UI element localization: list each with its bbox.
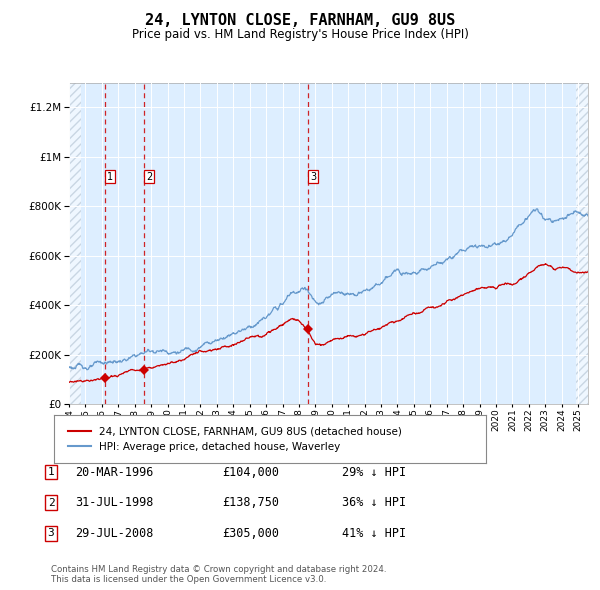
- Bar: [576, 83, 588, 404]
- Text: 2: 2: [146, 172, 152, 182]
- Text: 3: 3: [310, 172, 316, 182]
- Text: 20-MAR-1996: 20-MAR-1996: [75, 466, 154, 478]
- Text: £104,000: £104,000: [222, 466, 279, 478]
- Text: 24, LYNTON CLOSE, FARNHAM, GU9 8US: 24, LYNTON CLOSE, FARNHAM, GU9 8US: [145, 13, 455, 28]
- Text: 2: 2: [47, 498, 55, 507]
- Text: £305,000: £305,000: [222, 527, 279, 540]
- Text: £138,750: £138,750: [222, 496, 279, 509]
- Text: 29-JUL-2008: 29-JUL-2008: [75, 527, 154, 540]
- Text: Price paid vs. HM Land Registry's House Price Index (HPI): Price paid vs. HM Land Registry's House …: [131, 28, 469, 41]
- Text: 29% ↓ HPI: 29% ↓ HPI: [342, 466, 406, 478]
- Text: 1: 1: [47, 467, 55, 477]
- Text: Contains HM Land Registry data © Crown copyright and database right 2024.
This d: Contains HM Land Registry data © Crown c…: [51, 565, 386, 584]
- Legend: 24, LYNTON CLOSE, FARNHAM, GU9 8US (detached house), HPI: Average price, detache: 24, LYNTON CLOSE, FARNHAM, GU9 8US (deta…: [64, 422, 406, 455]
- Text: 36% ↓ HPI: 36% ↓ HPI: [342, 496, 406, 509]
- Text: 1: 1: [107, 172, 113, 182]
- Text: 41% ↓ HPI: 41% ↓ HPI: [342, 527, 406, 540]
- Text: 31-JUL-1998: 31-JUL-1998: [75, 496, 154, 509]
- Text: 3: 3: [47, 529, 55, 538]
- Bar: [69, 83, 81, 404]
